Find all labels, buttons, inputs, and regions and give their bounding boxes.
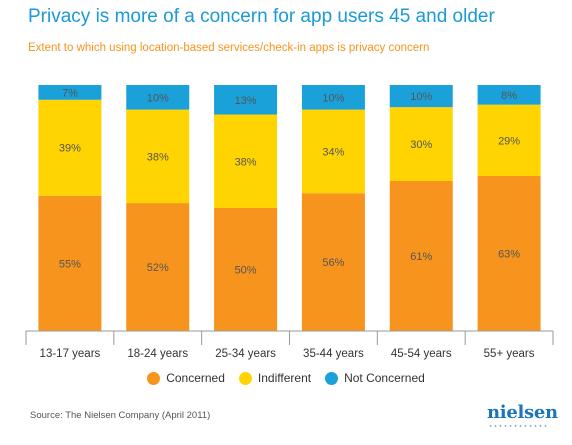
data-label: 50% <box>235 265 257 277</box>
x-tick-label: 45-54 years <box>391 348 452 360</box>
logo-dots-decoration <box>488 425 548 427</box>
bar-segment-concerned <box>126 203 190 331</box>
bar-segment-indifferent <box>126 109 190 204</box>
chart-title: Privacy is more of a concern for app use… <box>28 6 495 27</box>
bar-segment-not-concerned <box>477 85 541 105</box>
bar-segment-concerned <box>38 195 102 331</box>
data-label: 52% <box>147 262 169 274</box>
legend-label-indifferent: Indifferent <box>257 371 312 385</box>
chart-subtitle: Extent to which using location-based ser… <box>28 42 430 54</box>
bar-segment-not-concerned <box>38 85 102 100</box>
bar-segment-not-concerned <box>389 85 453 108</box>
bar-segment-indifferent <box>38 99 102 196</box>
data-label: 8% <box>501 90 517 102</box>
bar-segment-indifferent <box>389 107 453 181</box>
bar-segment-concerned <box>389 180 453 331</box>
data-label: 10% <box>410 91 432 103</box>
bar-segment-indifferent <box>477 104 541 177</box>
bar-segment-not-concerned <box>301 85 365 110</box>
data-label: 10% <box>322 92 344 104</box>
legend-swatch-not-concerned <box>325 371 339 385</box>
data-label: 38% <box>147 151 169 163</box>
x-tick-label: 13-17 years <box>40 348 101 360</box>
data-label: 34% <box>322 146 344 158</box>
x-tick-label: 25-34 years <box>215 348 276 360</box>
data-label: 56% <box>322 257 344 269</box>
data-label: 55% <box>59 258 81 270</box>
bar-segment-concerned <box>301 193 365 331</box>
legend-item-not-concerned: Not Concerned <box>325 371 425 385</box>
bar-segment-indifferent <box>214 114 278 208</box>
bar-segment-not-concerned <box>126 85 190 110</box>
chart-legend: Concerned Indifferent Not Concerned <box>0 371 572 385</box>
data-label: 39% <box>59 143 81 155</box>
data-label: 63% <box>498 249 520 261</box>
data-label: 13% <box>235 95 257 107</box>
legend-item-concerned: Concerned <box>147 371 225 385</box>
nielsen-logo: nielsen <box>487 402 558 423</box>
bar-segment-indifferent <box>301 109 365 194</box>
data-label: 29% <box>498 135 520 147</box>
data-label: 10% <box>147 92 169 104</box>
legend-label-concerned: Concerned <box>166 371 225 385</box>
legend-swatch-indifferent <box>238 371 252 385</box>
x-tick-label: 55+ years <box>484 348 535 360</box>
data-label: 61% <box>410 251 432 263</box>
data-label: 38% <box>235 156 257 168</box>
x-tick-label: 18-24 years <box>127 348 188 360</box>
data-label: 7% <box>62 87 78 99</box>
source-note: Source: The Nielsen Company (April 2011) <box>30 410 211 421</box>
bar-segment-not-concerned <box>214 85 278 115</box>
data-label: 30% <box>410 139 432 151</box>
bar-segment-concerned <box>214 208 278 331</box>
legend-label-not-concerned: Not Concerned <box>344 371 425 385</box>
legend-item-indifferent: Indifferent <box>238 371 312 385</box>
legend-swatch-concerned <box>147 371 161 385</box>
bar-segment-concerned <box>477 176 541 331</box>
x-tick-label: 35-44 years <box>303 348 364 360</box>
stacked-bar-chart: 55% 39% 7% 13-17 years 52% 38% 10% 18-24 years 5… <box>25 85 554 360</box>
